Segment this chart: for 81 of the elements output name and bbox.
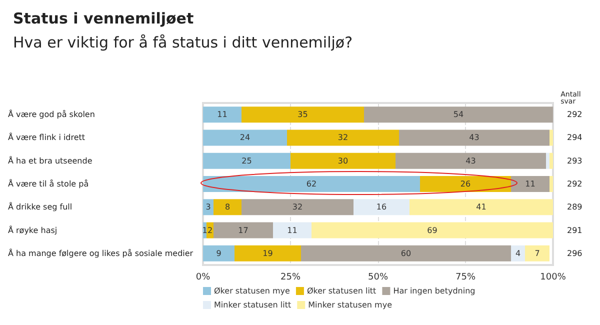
bar (420, 176, 511, 192)
x-tick-label: 0% (196, 272, 211, 282)
data-label: 2 (207, 226, 213, 235)
y-tick-label: Å være god på skolen (8, 109, 95, 120)
x-tick-label: 25% (280, 272, 301, 282)
text: 293 (567, 156, 582, 166)
y-tick-label: Å ha et bra utseende (8, 155, 92, 166)
legend-label: Minker statusen mye (308, 300, 392, 310)
data-label: 32 (338, 133, 348, 142)
data-label: 9 (216, 248, 222, 258)
text: 291 (567, 226, 582, 235)
data-label: 69 (427, 226, 438, 235)
bar (242, 106, 364, 123)
y-tick-label: Å drikke seg full (8, 202, 72, 212)
data-label: 3 (206, 202, 211, 212)
y-tick-label: Å røyke hasj (8, 224, 58, 235)
chart-title: Status i vennemiljøet (13, 10, 194, 28)
y-tick-label: Å være til å stole på (8, 178, 89, 188)
bar (203, 152, 290, 169)
data-label: 24 (240, 133, 250, 142)
data-label: 11 (525, 180, 536, 188)
data-label: 54 (453, 110, 464, 120)
chart-subtitle: Hva er viktig for å få status i ditt vennemiljø? (13, 34, 353, 52)
bar (203, 106, 242, 123)
data-label: 43 (469, 133, 480, 142)
bar (364, 106, 553, 123)
legend-label: Har ingen betydning (393, 286, 476, 296)
x-tick-label: 100% (540, 272, 566, 282)
bar (410, 199, 553, 216)
x-tick-label: 50% (368, 272, 388, 282)
data-label: 35 (298, 110, 308, 120)
data-label: 41 (476, 202, 486, 212)
x-tick-label: 75% (455, 272, 476, 282)
data-label: 11 (287, 226, 298, 235)
bar (214, 199, 242, 216)
legend-label: Minker statusen litt (214, 300, 292, 310)
bar (396, 152, 546, 169)
text: 296 (567, 248, 582, 258)
text: 289 (567, 202, 582, 212)
legend-label: Øker statusen litt (306, 286, 376, 296)
data-label: 16 (376, 202, 387, 212)
bar (203, 199, 214, 216)
bar (550, 152, 553, 169)
bar (525, 245, 550, 262)
legend-label: Øker statusen mye (214, 286, 290, 296)
bar (550, 176, 553, 192)
y-tick-label: Å ha mange følgere og likes på sosiale medier (8, 248, 194, 258)
bar (242, 199, 354, 216)
bar (399, 130, 550, 146)
bar (287, 130, 399, 146)
data-label: 62 (306, 180, 317, 188)
data-label: 60 (400, 248, 412, 258)
text: 292 (567, 110, 582, 120)
bar (511, 245, 525, 262)
data-label: 32 (292, 202, 303, 212)
bar (550, 130, 553, 146)
data-label: 8 (224, 202, 230, 212)
text: 294 (567, 133, 582, 142)
bar (290, 152, 396, 169)
bar (203, 245, 234, 262)
bar (203, 176, 420, 192)
bar (234, 245, 301, 262)
bar (354, 199, 410, 216)
data-label: 11 (217, 110, 228, 120)
data-label: 26 (460, 180, 471, 188)
bar (546, 152, 550, 169)
bar (312, 222, 553, 238)
y-tick-label: Å være flink i idrett (8, 132, 86, 142)
data-label: 43 (466, 156, 476, 166)
bar (214, 222, 273, 238)
data-label: 25 (242, 156, 252, 166)
data-label: 19 (262, 248, 273, 258)
bar (301, 245, 511, 262)
bar (273, 222, 312, 238)
text: 292 (567, 180, 582, 188)
bar (511, 176, 550, 192)
bar (203, 130, 287, 146)
data-label: 17 (238, 226, 248, 235)
data-label: 30 (338, 156, 348, 166)
data-label: 4 (515, 248, 521, 258)
data-label: 7 (534, 248, 540, 258)
